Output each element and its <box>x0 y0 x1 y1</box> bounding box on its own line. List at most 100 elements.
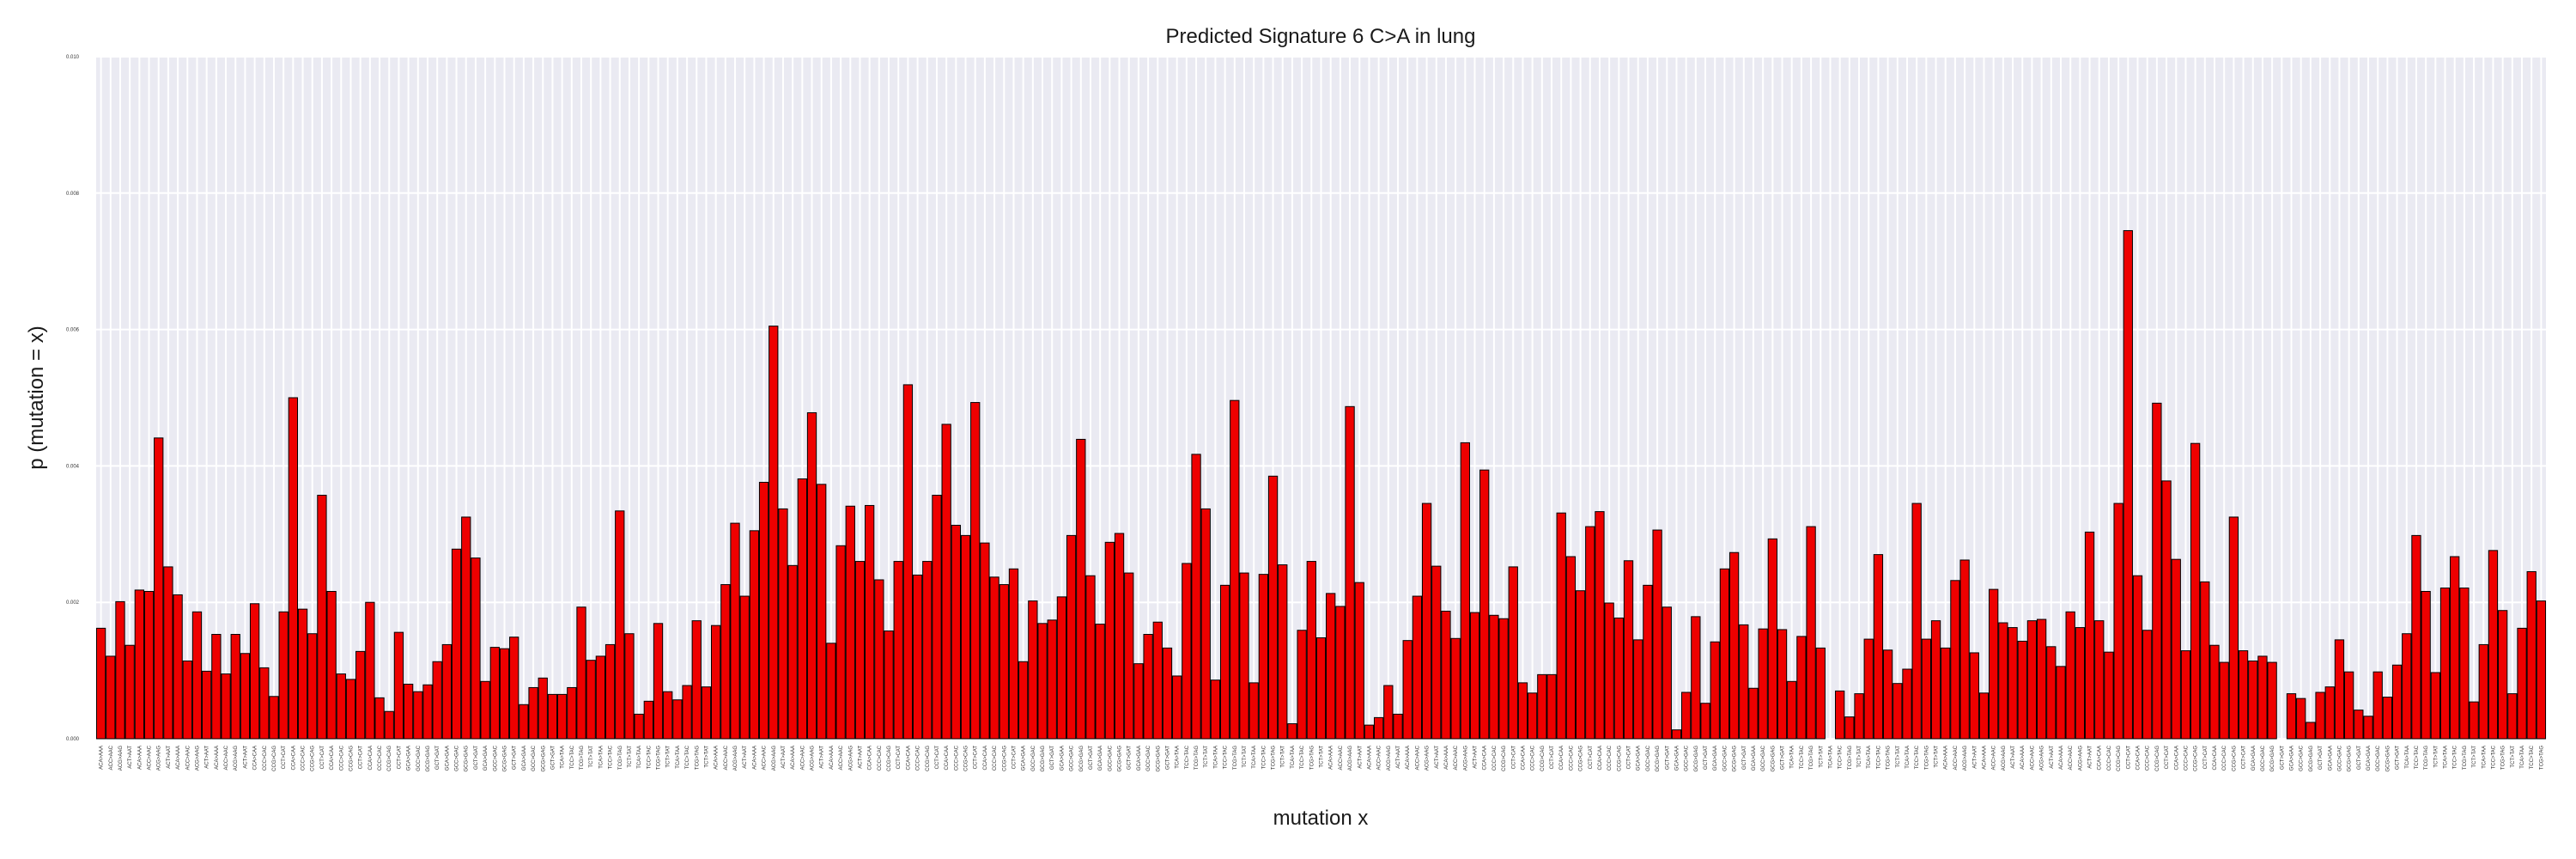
bar <box>1739 624 1749 740</box>
x-tick-label: ACT>AAT <box>2088 746 2093 769</box>
y-tick-label: 0.010 <box>66 55 80 60</box>
y-tick-label: 0.002 <box>66 600 80 606</box>
bar <box>1460 442 1470 740</box>
x-tick-label: ACT>AAT <box>1473 746 1479 769</box>
bar <box>749 530 760 740</box>
x-tick-label: GCT>GAT <box>1704 746 1709 770</box>
bar <box>393 631 404 740</box>
bar <box>1691 616 1701 740</box>
x-tick-label: GCT>GAT <box>2357 746 2362 770</box>
x-tick-label: GCC>GAC <box>2376 745 2381 771</box>
bar <box>1056 596 1067 740</box>
x-tick-label: GCA>GAA <box>445 746 450 771</box>
x-tick-label: CCG>CAG <box>311 746 316 771</box>
y-tick-label: 0.006 <box>66 328 80 333</box>
bar <box>489 647 500 740</box>
bar <box>2238 650 2249 740</box>
x-tick-label: TCA>TAA <box>2520 746 2525 769</box>
x-tick-label: ACA>AAA <box>215 746 220 770</box>
bar <box>710 624 721 740</box>
x-tick-label: ACG>AAG <box>2040 746 2045 771</box>
bar <box>1787 680 1797 740</box>
bar <box>2296 698 2306 740</box>
x-tick-label: TCC>TAC <box>647 745 652 769</box>
bar <box>2219 661 2229 740</box>
x-tick-label: CCC>CAC <box>1531 745 1536 771</box>
bar <box>106 655 116 740</box>
x-tick-label: GCT>GAT <box>2396 746 2401 770</box>
x-tick-label: GCG>GAG <box>1733 746 1738 772</box>
x-tick-label: CCT>CAT <box>2126 746 2131 770</box>
x-tick-label: ACA>AAA <box>791 746 796 770</box>
x-tick-label: TCC>TAC <box>2453 745 2458 769</box>
x-tick-label: GCC>GAC <box>1031 745 1036 771</box>
x-tick-label: TCT>TAT <box>1320 746 1325 768</box>
bar <box>538 677 548 740</box>
bar <box>1662 606 1672 740</box>
bar <box>2498 610 2508 740</box>
x-tick-label: GCG>GAG <box>426 746 431 772</box>
x-tick-label: CCC>CAC <box>339 745 344 771</box>
x-tick-label: GCG>GAG <box>1656 746 1661 772</box>
bar <box>480 680 490 740</box>
bar <box>1854 693 1864 740</box>
x-tick-label: CCC>CAC <box>1607 745 1613 771</box>
x-tick-label: GCA>GAA <box>483 746 489 771</box>
x-tick-label: ACT>AAT <box>243 746 248 769</box>
bar <box>615 510 625 740</box>
x-tick-label: CCT>CAT <box>320 746 325 770</box>
x-tick-label: TCA>TAA <box>2444 746 2449 769</box>
x-tick-label: ACT>AAT <box>128 746 133 769</box>
bar <box>2113 503 2123 740</box>
y-tick-labels: 0.000 0.002 0.004 0.006 0.008 0.010 <box>66 55 80 742</box>
x-tick-label: CCC>CAC <box>878 745 883 771</box>
x-tick-label: CCA>CAA <box>291 746 296 771</box>
x-tick-label: ACG>AAG <box>1463 746 1468 771</box>
bar <box>1893 683 1903 740</box>
bar <box>893 561 903 740</box>
bar <box>1393 713 1403 740</box>
bar <box>1959 559 1970 740</box>
bar <box>1441 611 1451 740</box>
bar <box>2324 686 2335 740</box>
bar <box>422 684 433 740</box>
x-tick-label: ACC>AAC <box>109 745 114 770</box>
x-tick-label: ACG>AAG <box>811 746 816 771</box>
x-tick-label: ACG>AAG <box>195 746 200 771</box>
x-tick-label: ACG>AAG <box>772 746 777 771</box>
x-tick-label: GCT>GAT <box>513 746 518 770</box>
x-tick-label: CCA>CAA <box>2174 746 2179 771</box>
x-tick-label: TCT>TAT <box>2433 746 2439 768</box>
x-tick-label: GCA>GAA <box>1060 746 1065 771</box>
x-tick-label: CCT>CAT <box>974 746 979 770</box>
bar <box>317 495 327 740</box>
bar <box>355 650 366 740</box>
x-tick-label: ACC>AAC <box>1339 745 1344 770</box>
bar <box>240 653 251 740</box>
x-tick-label: TCA>TAA <box>1176 746 1181 769</box>
bar <box>1719 568 1730 740</box>
bar <box>1124 572 1134 740</box>
x-tick-label: CCA>CAA <box>330 746 335 771</box>
x-tick-label: ACC>AAC <box>185 745 191 770</box>
x-tick-label: GCA>GAA <box>2366 746 2372 771</box>
x-tick-label: TCT>TAT <box>1204 746 1209 768</box>
bar <box>1806 526 1816 740</box>
x-tick-label: ACG>AAG <box>1425 746 1431 771</box>
bar <box>1335 606 1346 740</box>
x-tick-label: TCC>TAC <box>2491 745 2496 769</box>
bar <box>461 516 471 740</box>
bar <box>134 589 144 740</box>
bar <box>1537 673 1547 740</box>
x-tick-label: ACG>AAG <box>118 746 124 771</box>
x-tick-label: GCT>GAT <box>2280 746 2285 770</box>
x-tick-label: GCC>GAC <box>416 745 422 771</box>
bar <box>154 437 164 740</box>
bar <box>1978 692 1990 740</box>
x-tick-label: TCA>TAA <box>676 746 681 769</box>
bar <box>1172 675 1182 740</box>
x-tick-label: TCT>TAT <box>589 746 594 768</box>
x-tick-label: TCC>TAC <box>1261 745 1267 769</box>
x-tick-label: ACA>AAA <box>1982 746 1987 770</box>
bar <box>672 699 683 740</box>
